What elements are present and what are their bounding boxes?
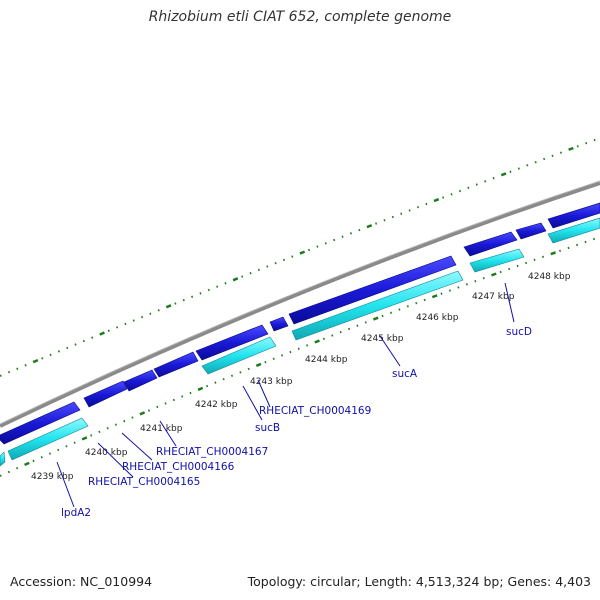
gene-reverse[interactable] — [7, 417, 89, 461]
kbp-label: 4241 kbp — [140, 424, 183, 434]
gene-leader-lines — [56, 282, 515, 508]
kbp-label: 4247 kbp — [472, 292, 515, 302]
gene-label-rheciat-ch0004167[interactable]: RHECIAT_CH0004167 — [156, 446, 268, 458]
gene-forward[interactable] — [269, 316, 289, 332]
gene-labels: lpdA2 RHECIAT_CH0004165 RHECIAT_CH000416… — [61, 326, 532, 519]
kbp-label: 4243 kbp — [250, 377, 293, 387]
gene-label-rheciat-ch0004169[interactable]: RHECIAT_CH0004169 — [259, 405, 371, 417]
kbp-label: 4239 kbp — [31, 472, 74, 482]
kbp-label: 4242 kbp — [195, 400, 238, 410]
gene-forward[interactable] — [195, 324, 269, 361]
genome-backbone — [0, 181, 600, 428]
gene-label-rheciat-ch0004165[interactable]: RHECIAT_CH0004165 — [88, 476, 200, 488]
kbp-label: 4248 kbp — [528, 272, 571, 282]
gene-reverse[interactable] — [0, 451, 6, 467]
inner-major-ticks — [0, 235, 600, 478]
inner-minor-ticks — [0, 236, 600, 477]
gene-reverse[interactable] — [469, 248, 525, 273]
outer-tick-ring — [0, 136, 600, 378]
map-title: Rhizobium etli CIAT 652, complete genome — [148, 9, 452, 25]
gene-forward[interactable] — [123, 369, 158, 392]
gene-label-lpdA2[interactable]: lpdA2 — [61, 507, 91, 519]
gene-forward[interactable] — [83, 380, 128, 408]
inner-tick-ring — [0, 235, 600, 478]
gene-forward[interactable] — [547, 202, 600, 229]
kbp-label: 4240 kbp — [85, 448, 128, 458]
gene-reverse[interactable] — [547, 217, 600, 244]
kbp-label: 4244 kbp — [305, 355, 348, 365]
gene-forward[interactable] — [153, 351, 199, 378]
gene-label-sucA[interactable]: sucA — [392, 368, 418, 380]
gene-forward[interactable] — [288, 255, 457, 325]
genome-stats-text: Topology: circular; Length: 4,513,324 bp… — [247, 574, 591, 589]
gene-forward[interactable] — [0, 401, 81, 445]
outer-major-ticks — [0, 136, 600, 378]
gene-forward[interactable] — [463, 231, 518, 257]
kbp-labels: 4239 kbp 4240 kbp 4241 kbp 4242 kbp 4243… — [31, 272, 571, 482]
gene-label-sucD[interactable]: sucD — [506, 326, 532, 338]
forward-strand-genes — [0, 202, 600, 445]
gene-label-sucB[interactable]: sucB — [255, 422, 280, 434]
reverse-strand-genes — [0, 217, 600, 467]
gene-reverse[interactable] — [201, 336, 277, 375]
gene-forward[interactable] — [515, 222, 547, 240]
kbp-label: 4246 kbp — [416, 313, 459, 323]
accession-text: Accession: NC_010994 — [10, 574, 153, 589]
gene-label-rheciat-ch0004166[interactable]: RHECIAT_CH0004166 — [122, 461, 235, 473]
gene-reverse[interactable] — [291, 270, 464, 341]
